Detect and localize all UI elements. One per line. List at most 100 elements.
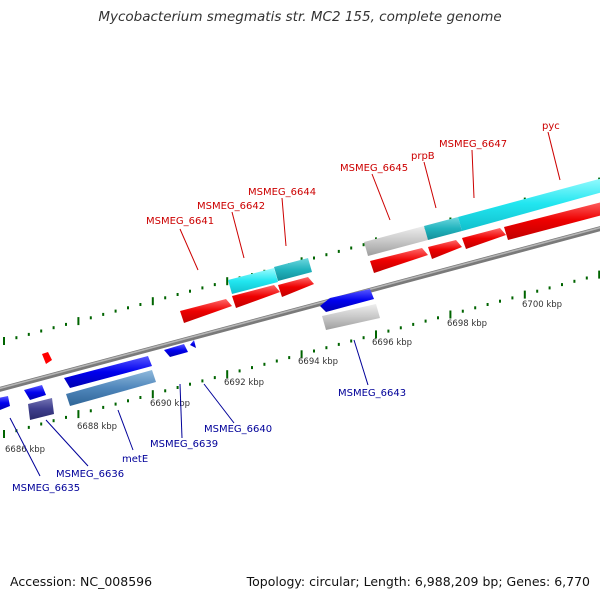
minor-tick [536, 289, 539, 293]
minor-tick [251, 366, 253, 370]
major-tick [77, 317, 80, 326]
gene-feature[interactable] [364, 226, 428, 256]
major-tick [3, 430, 5, 438]
tick-label: 6700 kbp [522, 300, 562, 310]
minor-tick [313, 256, 315, 260]
minor-tick [89, 409, 92, 413]
minor-tick [486, 303, 489, 306]
minor-tick [114, 309, 117, 313]
tick-label: 6698 kbp [447, 319, 487, 329]
gene-label[interactable]: MSMEG_6636 [56, 469, 124, 480]
gene-feature[interactable] [180, 299, 232, 323]
gene-feature[interactable] [504, 200, 600, 240]
minor-tick [325, 253, 328, 257]
major-tick [375, 330, 377, 339]
minor-tick [412, 322, 415, 326]
major-tick [523, 290, 526, 299]
gene-feature[interactable] [322, 304, 380, 330]
gene-feature[interactable] [320, 289, 374, 312]
gene-feature[interactable] [458, 176, 600, 231]
major-tick [300, 350, 303, 359]
gene-feature[interactable] [370, 248, 428, 273]
gene-label[interactable]: MSMEG_6641 [146, 216, 214, 227]
minor-tick [176, 386, 179, 389]
major-tick [151, 390, 154, 399]
minor-tick [65, 415, 67, 419]
gene-feature[interactable] [28, 398, 54, 420]
minor-tick [139, 396, 142, 399]
minor-tick [288, 356, 291, 360]
gene-feature[interactable] [228, 268, 278, 294]
gene-feature[interactable] [42, 352, 52, 364]
minor-tick [40, 329, 43, 333]
gene-feature[interactable] [462, 228, 506, 249]
minor-tick [102, 405, 105, 409]
minor-tick [52, 419, 55, 423]
gene-label[interactable]: MSMEG_6644 [248, 187, 316, 198]
minor-tick [40, 422, 43, 426]
gene-feature[interactable] [66, 370, 156, 406]
label-leaders [9, 131, 561, 477]
minor-tick [263, 362, 266, 366]
gene-feature[interactable] [278, 277, 314, 297]
minor-tick [474, 306, 477, 310]
minor-tick [337, 249, 340, 253]
scale-labels: 6686 kbp 6688 kbp 6690 kbp 6692 kbp 6694… [5, 300, 562, 455]
gene-feature[interactable] [190, 340, 196, 348]
gene-label[interactable]: metE [122, 454, 148, 465]
major-tick [3, 337, 5, 345]
gene-feature[interactable] [232, 285, 280, 308]
minor-tick [461, 309, 464, 313]
gene-label[interactable]: MSMEG_6635 [12, 483, 80, 494]
gene-label[interactable]: prpB [411, 151, 435, 162]
minor-tick [362, 243, 365, 247]
major-tick [77, 410, 80, 419]
gene-label[interactable]: pyc [542, 121, 560, 132]
tick-label: 6690 kbp [150, 399, 190, 409]
genome-backbone [0, 226, 600, 392]
minor-tick [65, 322, 67, 326]
minor-tick [27, 332, 30, 336]
minor-tick [27, 425, 30, 429]
minor-tick [189, 382, 191, 386]
minor-tick [189, 289, 191, 293]
minor-tick [127, 399, 129, 403]
minor-tick [511, 296, 514, 300]
gene-feature[interactable] [274, 258, 312, 281]
minor-tick [238, 369, 241, 373]
major-tick [226, 277, 229, 286]
minor-tick [15, 336, 18, 340]
gene-label[interactable]: MSMEG_6647 [439, 139, 507, 150]
gene-label[interactable]: MSMEG_6645 [340, 163, 408, 174]
gene-label[interactable]: MSMEG_6640 [204, 424, 272, 435]
minor-tick [362, 336, 365, 340]
minor-tick [424, 319, 427, 323]
gene-label[interactable]: MSMEG_6643 [338, 388, 406, 399]
minor-tick [201, 379, 204, 383]
minor-tick [350, 339, 353, 343]
minor-tick [164, 296, 167, 300]
minor-tick [337, 342, 340, 346]
minor-tick [585, 276, 588, 280]
minor-tick [139, 303, 142, 306]
major-tick [226, 370, 229, 379]
gene-feature[interactable] [424, 217, 462, 240]
minor-tick [176, 293, 179, 296]
gene-feature[interactable] [164, 344, 188, 357]
minor-tick [313, 349, 315, 353]
minor-tick [52, 326, 55, 330]
minor-tick [127, 306, 129, 310]
gene-feature[interactable] [0, 396, 10, 410]
minor-tick [387, 329, 390, 333]
gene-feature[interactable] [64, 356, 152, 388]
gene-feature[interactable] [24, 385, 46, 400]
gene-label[interactable]: MSMEG_6642 [197, 201, 265, 212]
gene-feature[interactable] [428, 240, 462, 259]
minor-tick [275, 359, 278, 363]
tick-label: 6686 kbp [5, 445, 45, 455]
major-tick [598, 270, 600, 279]
accession-text: Accession: NC_008596 [10, 574, 153, 589]
minor-tick [201, 286, 204, 290]
gene-label[interactable]: MSMEG_6639 [150, 439, 218, 450]
